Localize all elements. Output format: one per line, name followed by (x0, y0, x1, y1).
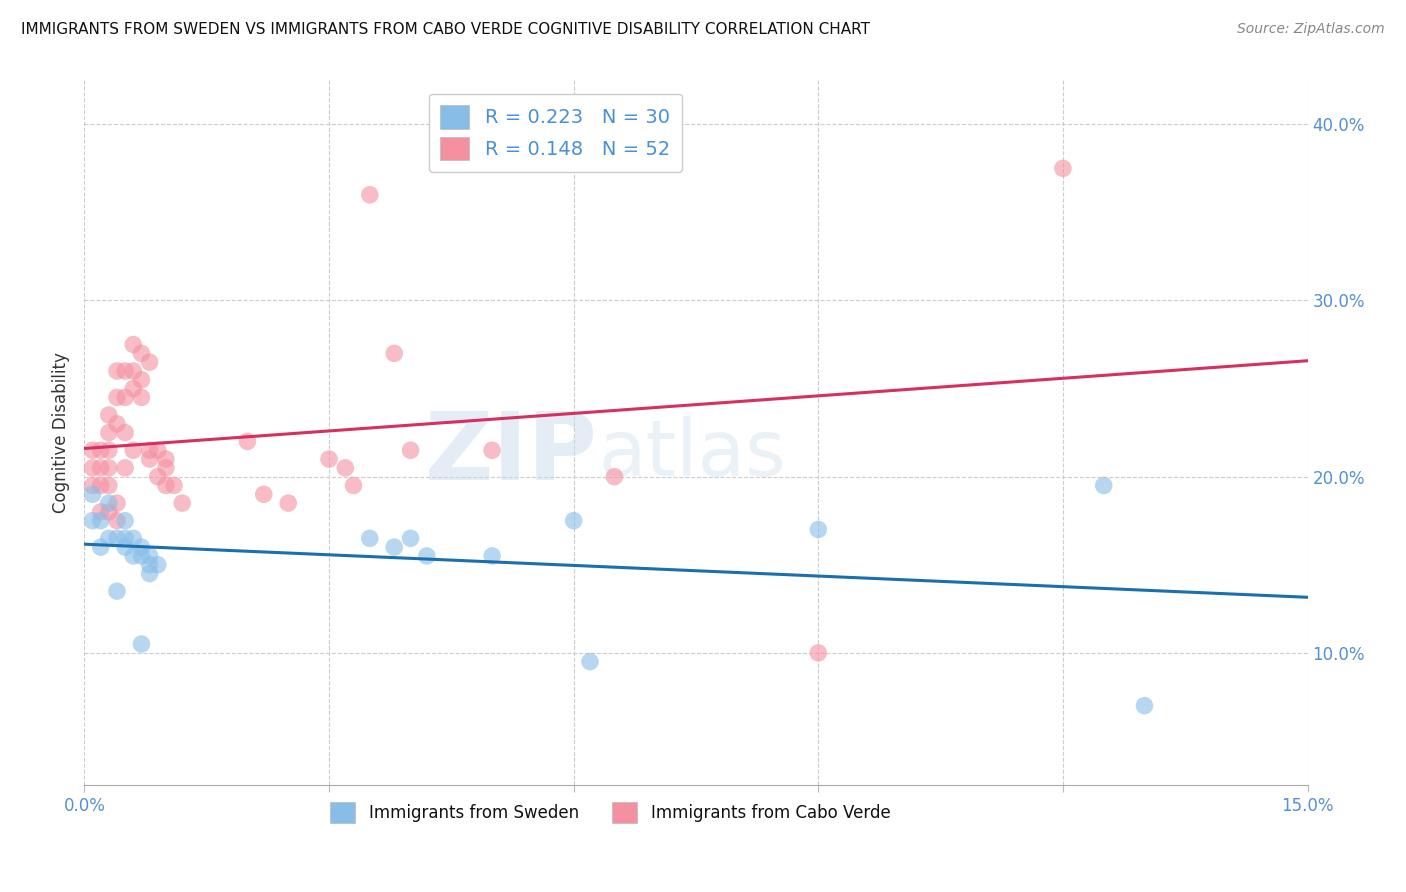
Point (579, 655, 602, 669)
Point (481, 443, 503, 458)
Point (82, 487, 104, 501)
Point (105, 514, 128, 528)
Point (105, 584, 128, 599)
Point (481, 549, 503, 563)
Point (399, 443, 422, 458)
Point (382, 540, 405, 554)
Point (97, 478, 120, 492)
Point (97, 531, 120, 545)
Point (131, 390, 153, 404)
Text: Source: ZipAtlas.com: Source: ZipAtlas.com (1237, 22, 1385, 37)
Point (342, 478, 364, 492)
Point (97, 505, 120, 519)
Point (97, 443, 120, 458)
Point (114, 425, 136, 440)
Point (114, 460, 136, 475)
Point (603, 469, 626, 483)
Point (131, 637, 153, 651)
Point (399, 531, 422, 545)
Point (90, 478, 112, 492)
Point (138, 566, 160, 581)
Point (359, 531, 381, 545)
Point (1133, 698, 1156, 713)
Point (105, 417, 128, 431)
Point (122, 364, 145, 378)
Point (155, 460, 177, 475)
Point (138, 355, 160, 369)
Point (105, 531, 128, 545)
Point (807, 646, 830, 660)
Point (114, 540, 136, 554)
Point (122, 549, 145, 563)
Point (114, 390, 136, 404)
Point (90, 514, 112, 528)
Point (253, 487, 276, 501)
Point (114, 364, 136, 378)
Point (114, 531, 136, 545)
Y-axis label: Cognitive Disability: Cognitive Disability (52, 352, 70, 513)
Point (155, 452, 177, 467)
Point (122, 531, 145, 545)
Point (138, 558, 160, 572)
Text: IMMIGRANTS FROM SWEDEN VS IMMIGRANTS FROM CABO VERDE COGNITIVE DISABILITY CORREL: IMMIGRANTS FROM SWEDEN VS IMMIGRANTS FRO… (21, 22, 870, 37)
Point (122, 337, 145, 351)
Point (416, 549, 439, 563)
Point (1092, 478, 1115, 492)
Point (105, 390, 128, 404)
Point (138, 443, 160, 458)
Point (807, 523, 830, 537)
Point (97, 408, 120, 422)
Point (90, 443, 112, 458)
Point (277, 496, 299, 510)
Point (90, 540, 112, 554)
Point (236, 434, 259, 449)
Point (122, 443, 145, 458)
Point (146, 469, 169, 483)
Point (318, 452, 340, 467)
Point (114, 514, 136, 528)
Point (163, 478, 186, 492)
Point (359, 187, 381, 202)
Legend: Immigrants from Sweden, Immigrants from Cabo Verde: Immigrants from Sweden, Immigrants from … (323, 796, 897, 830)
Point (82, 460, 104, 475)
Point (82, 443, 104, 458)
Point (97, 460, 120, 475)
Point (146, 558, 169, 572)
Point (335, 460, 357, 475)
Point (105, 364, 128, 378)
Point (155, 478, 177, 492)
Point (122, 382, 145, 396)
Point (90, 460, 112, 475)
Point (105, 496, 128, 510)
Point (82, 514, 104, 528)
Point (131, 346, 153, 360)
Point (562, 514, 585, 528)
Point (131, 540, 153, 554)
Point (382, 346, 405, 360)
Point (138, 452, 160, 467)
Point (97, 496, 120, 510)
Point (131, 549, 153, 563)
Point (90, 505, 112, 519)
Point (82, 478, 104, 492)
Point (131, 373, 153, 387)
Point (97, 425, 120, 440)
Point (172, 496, 194, 510)
Point (1052, 161, 1074, 176)
Point (146, 443, 169, 458)
Point (138, 549, 160, 563)
Text: atlas: atlas (598, 416, 786, 491)
Text: ZIP: ZIP (425, 408, 598, 500)
